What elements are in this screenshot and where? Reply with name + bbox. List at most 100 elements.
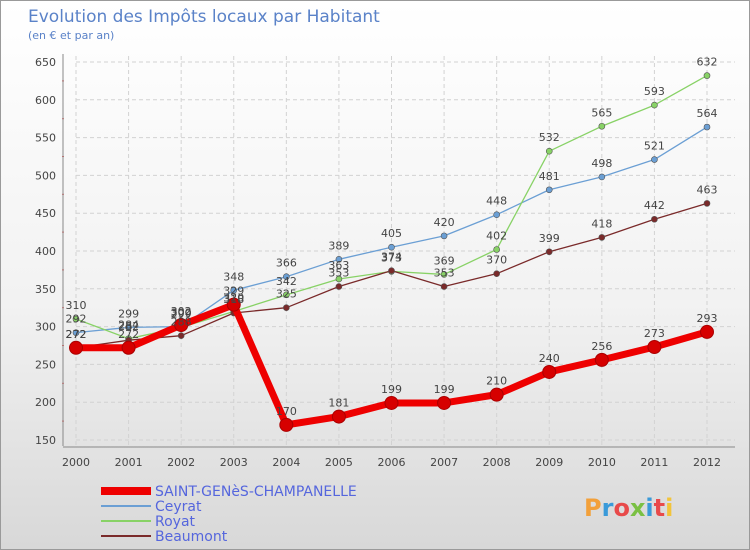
y-tick-label: 650 [35, 56, 56, 69]
series-point-2 [703, 72, 711, 79]
data-label: 256 [591, 340, 612, 353]
data-label: 302 [171, 305, 192, 318]
data-label: 565 [591, 106, 612, 119]
x-tick-label: 2011 [640, 456, 668, 469]
data-label: 418 [591, 217, 612, 230]
data-label: 405 [381, 227, 402, 240]
brand-letter: i [665, 494, 673, 522]
series-point-1 [72, 329, 80, 336]
data-label: 463 [697, 183, 718, 196]
series-point-0 [489, 387, 504, 402]
y-tick-label: 150 [35, 434, 56, 447]
data-label: 320 [223, 291, 244, 304]
legend-label-0: SAINT-GENèS-CHAMPANELLE [155, 484, 357, 500]
data-label: 353 [434, 267, 455, 280]
series-point-2 [72, 315, 80, 323]
data-label: 369 [434, 254, 455, 267]
y-tick-label: 400 [35, 245, 56, 258]
series-point-0 [384, 395, 399, 410]
data-label: 564 [697, 107, 718, 120]
x-tick-label: 2000 [62, 456, 90, 469]
series-point-1 [125, 324, 132, 331]
data-label: 342 [276, 275, 297, 288]
data-label: 240 [539, 352, 560, 365]
data-label: 310 [66, 299, 87, 312]
data-label: 448 [486, 195, 507, 208]
series-point-3 [651, 215, 658, 223]
axes: 150 200 250 300 350 400 450 500 550 600 650 2000 200… [35, 54, 735, 469]
data-label: 293 [697, 312, 718, 325]
series-point-1 [283, 273, 290, 281]
series-point-1 [651, 156, 658, 163]
x-tick-label: 2006 [378, 456, 406, 469]
data-label: 272 [118, 328, 139, 341]
chart-subtitle: (en € et par an) [28, 29, 114, 42]
legend-label-1: Ceyrat [155, 499, 202, 515]
series-point-0 [594, 352, 609, 367]
series-point-2 [651, 101, 658, 109]
series-point-2 [598, 122, 606, 130]
series [69, 72, 714, 432]
brand-logo: Proxiti [584, 494, 673, 522]
series-point-0 [647, 340, 662, 355]
data-label: 348 [223, 270, 244, 283]
data-label: 374 [381, 251, 402, 264]
legend-label-2: Royat [155, 514, 196, 530]
series-point-0 [279, 417, 294, 432]
x-tick-label: 2007 [430, 456, 458, 469]
brand-letter: i [645, 494, 653, 522]
data-label: 521 [644, 140, 665, 153]
brand-letter: P [584, 494, 602, 522]
series-point-1 [230, 287, 238, 294]
data-label: 366 [276, 257, 297, 270]
series-point-2 [283, 291, 290, 299]
data-label: 442 [644, 199, 665, 212]
x-tick-label: 2003 [220, 456, 248, 469]
series-point-1 [440, 232, 448, 240]
series-point-3 [545, 248, 553, 256]
y-tick-label: 250 [35, 358, 56, 371]
y-tick-label: 550 [35, 132, 56, 145]
x-tick-label: 2002 [167, 456, 195, 469]
data-label: 273 [644, 327, 665, 340]
y-tick-label: 450 [35, 207, 56, 220]
series-point-0 [331, 409, 346, 424]
data-label: 272 [66, 328, 87, 341]
data-label: 481 [539, 170, 560, 183]
data-label: 370 [486, 254, 507, 267]
series-point-2 [493, 246, 500, 253]
data-label: 532 [539, 131, 560, 144]
series-point-3 [493, 270, 500, 277]
series-point-3 [440, 283, 448, 290]
x-tick-label: 2001 [115, 456, 143, 469]
series-point-0 [437, 395, 452, 410]
data-label: 329 [223, 285, 244, 298]
data-label: 325 [276, 288, 297, 301]
data-label: 199 [381, 383, 402, 396]
data-label: 284 [118, 319, 139, 332]
series-point-1 [703, 123, 711, 131]
y-tick-label: 350 [35, 283, 56, 296]
series-point-0 [226, 297, 241, 312]
data-label: 632 [697, 56, 718, 69]
grid [75, 56, 735, 446]
series-point-3 [703, 200, 711, 207]
data-labels: 292 299 3003483663894054204484814985215643… [66, 56, 718, 418]
data-label: 498 [591, 157, 612, 170]
data-label: 593 [644, 85, 665, 98]
series-point-1 [388, 243, 395, 251]
y-tick-label: 200 [35, 396, 56, 409]
data-label: 199 [434, 383, 455, 396]
series-point-3 [177, 332, 185, 339]
data-label: 402 [486, 229, 507, 242]
legend-label-3: Beaumont [155, 529, 228, 545]
brand-letter: t [654, 494, 665, 522]
series-point-0 [700, 324, 714, 339]
series-point-0 [121, 340, 136, 355]
x-tick-label: 2009 [535, 456, 563, 469]
data-label: 170 [276, 405, 297, 418]
x-tick-label: 2004 [272, 456, 300, 469]
legend: SAINT-GENèS-CHAMPANELLECeyratRoyatBeaumo… [101, 484, 357, 545]
y-tick-label: 500 [35, 169, 56, 182]
series-point-0 [174, 318, 189, 333]
